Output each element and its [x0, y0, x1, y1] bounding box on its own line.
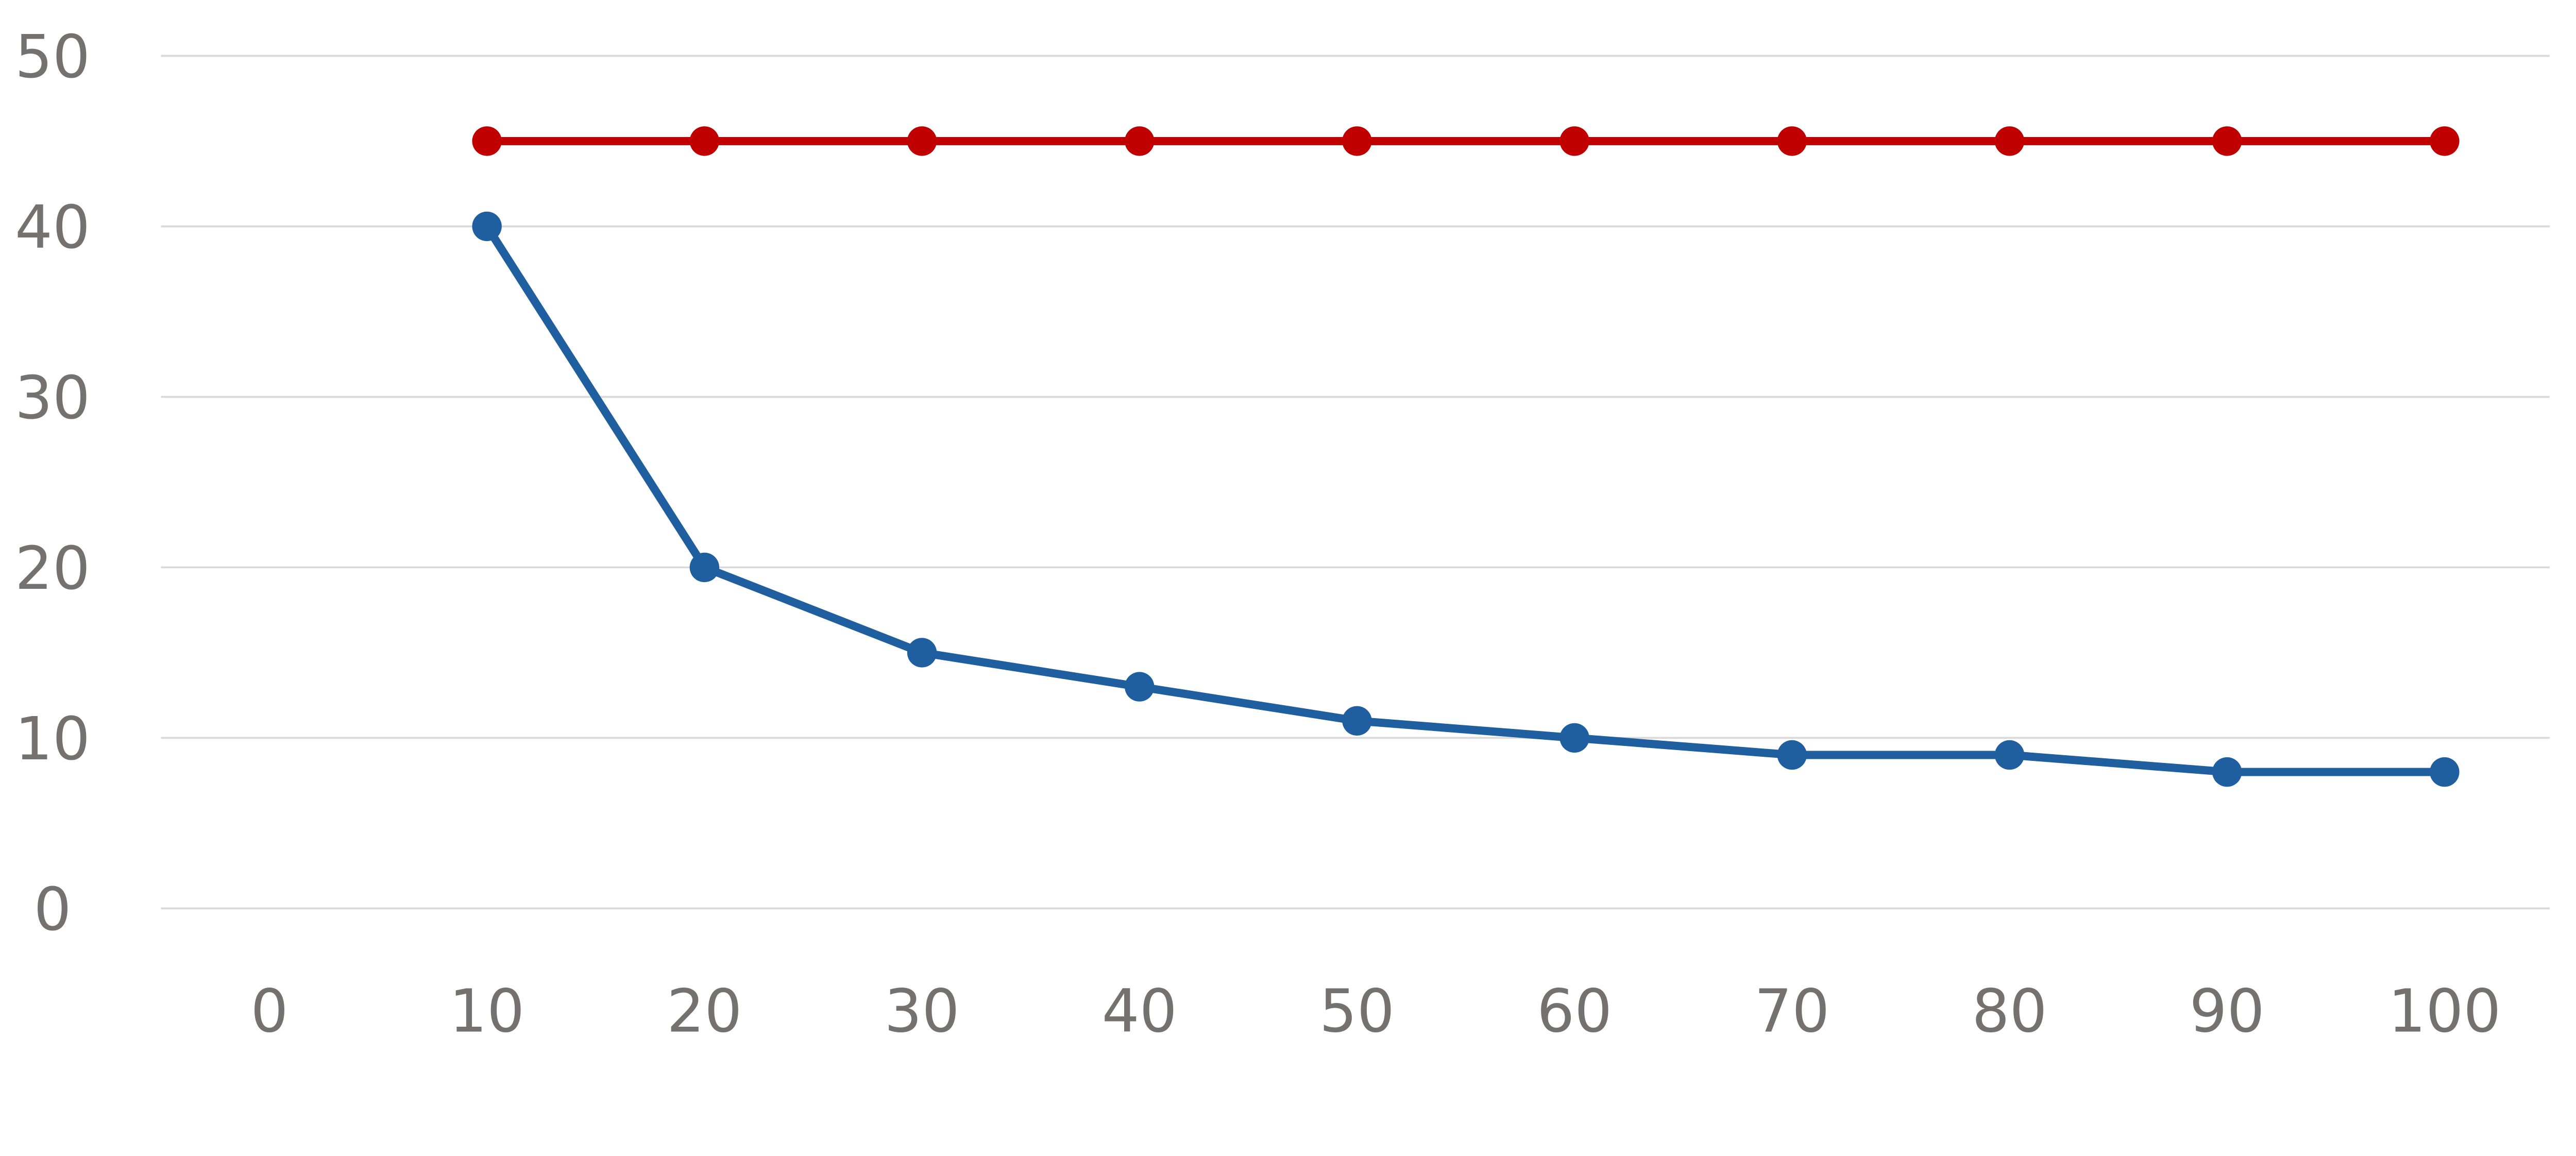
x-tick-label: 30 — [884, 977, 959, 1046]
data-point — [1342, 126, 1372, 156]
x-tick-label: 70 — [1754, 977, 1829, 1046]
data-point — [1342, 706, 1372, 736]
line-chart: 0 10 20 30 40 50 0 10 20 30 40 50 60 70 80 90 100 — [15, 23, 2550, 1046]
data-point — [472, 126, 502, 156]
data-point — [1994, 126, 2025, 156]
y-axis-ticks: 0 10 20 30 40 50 — [15, 23, 90, 944]
y-tick-label: 50 — [15, 23, 90, 92]
data-point — [472, 211, 502, 242]
data-point — [1777, 126, 1807, 156]
y-tick-label: 30 — [15, 364, 90, 433]
data-point — [907, 638, 937, 668]
series-line — [483, 224, 2445, 776]
data-point — [1125, 672, 1155, 702]
x-tick-label: 10 — [449, 977, 524, 1046]
x-tick-label: 40 — [1102, 977, 1177, 1046]
y-tick-label: 20 — [15, 534, 90, 603]
series-2 — [472, 211, 2460, 787]
data-point — [907, 126, 937, 156]
data-point — [689, 552, 720, 583]
data-point — [2430, 757, 2460, 787]
gridlines — [161, 55, 2550, 910]
y-tick-label: 10 — [15, 705, 90, 774]
data-point — [1560, 126, 1589, 156]
x-tick-label: 50 — [1319, 977, 1395, 1046]
x-tick-label: 100 — [2388, 977, 2501, 1046]
x-tick-label: 0 — [250, 977, 288, 1046]
data-point — [2212, 757, 2242, 787]
y-tick-label: 0 — [34, 875, 72, 944]
data-point — [1560, 723, 1589, 753]
data-point — [1994, 740, 2025, 770]
data-point — [1125, 126, 1155, 156]
data-point — [2430, 126, 2460, 156]
x-tick-label: 90 — [2190, 977, 2265, 1046]
data-point — [689, 126, 720, 156]
x-axis-ticks: 0 10 20 30 40 50 60 70 80 90 100 — [250, 977, 2501, 1046]
series-1 — [472, 126, 2460, 156]
data-point — [1777, 740, 1807, 770]
y-tick-label: 40 — [15, 193, 90, 262]
series-group — [472, 126, 2460, 787]
x-tick-label: 20 — [667, 977, 742, 1046]
x-tick-label: 60 — [1537, 977, 1612, 1046]
x-tick-label: 80 — [1972, 977, 2047, 1046]
data-point — [2212, 126, 2242, 156]
